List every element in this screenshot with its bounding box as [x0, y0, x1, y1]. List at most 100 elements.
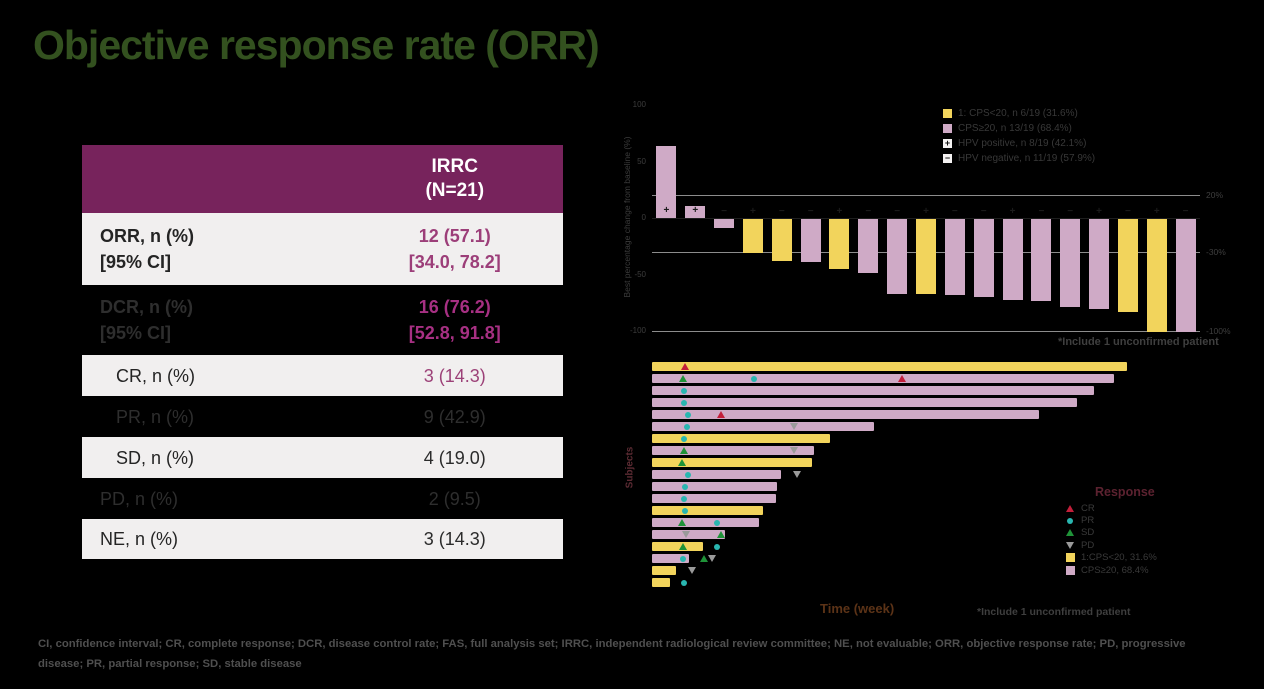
abbreviations-footnote: CI, confidence interval; CR, complete re…: [38, 634, 1250, 674]
row-value: 2 (9.5): [428, 488, 481, 509]
waterfall-bar: [714, 219, 735, 229]
table-row-pr: PR, n (%) 9 (42.9): [82, 396, 563, 437]
swimmer-bar: [652, 470, 781, 479]
row-label: PR, n (%): [116, 406, 195, 427]
row-value-ci: [52.8, 91.8]: [408, 323, 501, 343]
swimmer-y-axis-label: Subjects: [624, 446, 636, 489]
row-label: PD, n (%): [100, 488, 179, 509]
table-row-pd: PD, n (%) 2 (9.5): [82, 478, 563, 519]
pr-response-marker: [682, 483, 688, 490]
swimmer-bar: [652, 554, 689, 563]
legend-item-cr: CR: [1065, 502, 1157, 514]
hpv-status-marker: +: [1096, 206, 1102, 217]
cr-response-marker: [898, 375, 906, 382]
hpv-status-marker: −: [1067, 206, 1074, 217]
legend-item-cps-ge20: CPS≥20, n 13/19 (68.4%): [943, 121, 1095, 136]
legend-item-cps-lt20: 1: CPS<20, n 6/19 (31.6%): [943, 106, 1095, 121]
plus-icon: +: [943, 138, 952, 148]
legend-item-cps-lt20: 1:CPS<20, 31.6%: [1065, 552, 1157, 564]
waterfall-bar: [1031, 219, 1052, 302]
legend-item-pr: PR: [1065, 514, 1157, 526]
waterfall-bar: [829, 219, 850, 269]
waterfall-bar: [800, 219, 821, 262]
row-value: 4 (19.0): [423, 447, 486, 468]
footnote-line-1: CI, confidence interval; CR, complete re…: [38, 638, 1186, 650]
row-value-ci: [34.0, 78.2]: [408, 252, 501, 272]
pr-response-marker: [681, 579, 687, 586]
waterfall-legend: 1: CPS<20, n 6/19 (31.6%) CPS≥20, n 13/1…: [943, 106, 1095, 166]
pink-swatch-icon: [1065, 565, 1075, 575]
sd-response-marker: [680, 447, 688, 454]
footnote-line-2: disease; PR, partial response; SD, stabl…: [38, 658, 302, 670]
sd-response-marker: [700, 555, 708, 562]
hpv-status-marker: −: [721, 206, 728, 217]
hpv-status-marker: −: [951, 206, 958, 217]
waterfall-bar: [1002, 219, 1023, 301]
minus-icon: −: [943, 153, 952, 163]
cr-triangle-icon: [1066, 504, 1074, 512]
pr-response-marker: [681, 495, 687, 502]
swimmer-bar: [652, 578, 670, 587]
yellow-swatch-icon: [1065, 553, 1075, 563]
row-label: SD, n (%): [116, 447, 195, 468]
swimmer-bar: [652, 362, 1127, 371]
waterfall-reference-label: -30%: [1206, 246, 1226, 257]
swimmer-bar: [652, 410, 1039, 419]
table-row-ne: NE, n (%) 3 (14.3): [82, 519, 563, 559]
legend-title: Response: [1095, 485, 1155, 499]
hpv-status-marker: −: [778, 206, 785, 217]
hpv-status-marker: +: [1153, 206, 1160, 217]
pr-response-marker: [684, 423, 690, 430]
hpv-status-marker: −: [1038, 206, 1045, 217]
swimmer-x-axis-label: Time (week): [820, 601, 895, 616]
row-value: 16 (76.2): [418, 297, 491, 317]
legend-item-sd: SD: [1065, 527, 1157, 539]
hpv-status-marker: +: [663, 205, 670, 216]
pr-response-marker: [681, 387, 687, 394]
waterfall-y-tick: 100: [632, 100, 646, 109]
table-header: IRRC (N=21): [82, 145, 563, 213]
waterfall-plot: 100 50 0 -50 -100 20% -30% -100% + + − + − − + − − + − − + − −…: [630, 100, 1231, 336]
cr-response-marker: [681, 363, 689, 370]
table-row-sd: SD, n (%) 4 (19.0): [82, 437, 563, 478]
row-label: NE, n (%): [100, 529, 179, 549]
pd-response-marker: [708, 555, 716, 562]
sd-triangle-icon: [1066, 529, 1074, 537]
page-title: Objective response rate (ORR): [33, 22, 600, 68]
swimmer-plot: [652, 362, 1205, 590]
waterfall-bar: [1146, 219, 1167, 332]
row-value: 3 (14.3): [423, 529, 486, 549]
pr-response-marker: [682, 507, 688, 514]
orr-table: IRRC (N=21) ORR, n (%) [95% CI] 12 (57.1…: [82, 145, 563, 559]
sd-response-marker: [717, 531, 725, 538]
pd-triangle-icon: [1066, 541, 1074, 549]
row-value: 3 (14.3): [423, 365, 486, 386]
hpv-status-marker: +: [750, 206, 756, 217]
table-row-dcr: DCR, n (%) [95% CI] 16 (76.2) [52.8, 91.…: [82, 285, 563, 355]
hpv-status-marker: −: [1182, 206, 1189, 217]
sd-response-marker: [678, 459, 686, 466]
table-row-cr: CR, n (%) 3 (14.3): [82, 355, 563, 396]
hpv-status-marker: +: [692, 205, 699, 216]
swimmer-footnote: *Include 1 unconfirmed patient: [977, 606, 1131, 618]
yellow-swatch-icon: [943, 109, 952, 118]
pr-response-marker: [751, 375, 757, 382]
swimmer-bar: [652, 386, 1094, 395]
swimmer-bar: [652, 542, 703, 551]
hpv-status-marker: −: [894, 206, 901, 217]
swimmer-bar: [652, 506, 763, 515]
legend-item-hpv-negative: − HPV negative, n 11/19 (57.9%): [943, 153, 1096, 164]
row-label-ci: [95% CI]: [100, 323, 172, 343]
hpv-status-marker: +: [836, 206, 843, 217]
swimmer-bar: [652, 518, 759, 527]
pr-response-marker: [681, 435, 687, 442]
waterfall-reference-line: [652, 331, 1200, 332]
waterfall-bar: [1117, 219, 1138, 312]
waterfall-footnote: *Include 1 unconfirmed patient: [1058, 336, 1219, 348]
row-label: DCR, n (%): [100, 297, 193, 317]
table-header-arm: IRRC: [431, 156, 478, 177]
sd-response-marker: [678, 519, 686, 526]
pr-circle-icon: [1067, 517, 1073, 524]
swimmer-legend: Response CR PR SD PD 1:CPS<20, 31.6% CPS…: [1065, 485, 1157, 576]
